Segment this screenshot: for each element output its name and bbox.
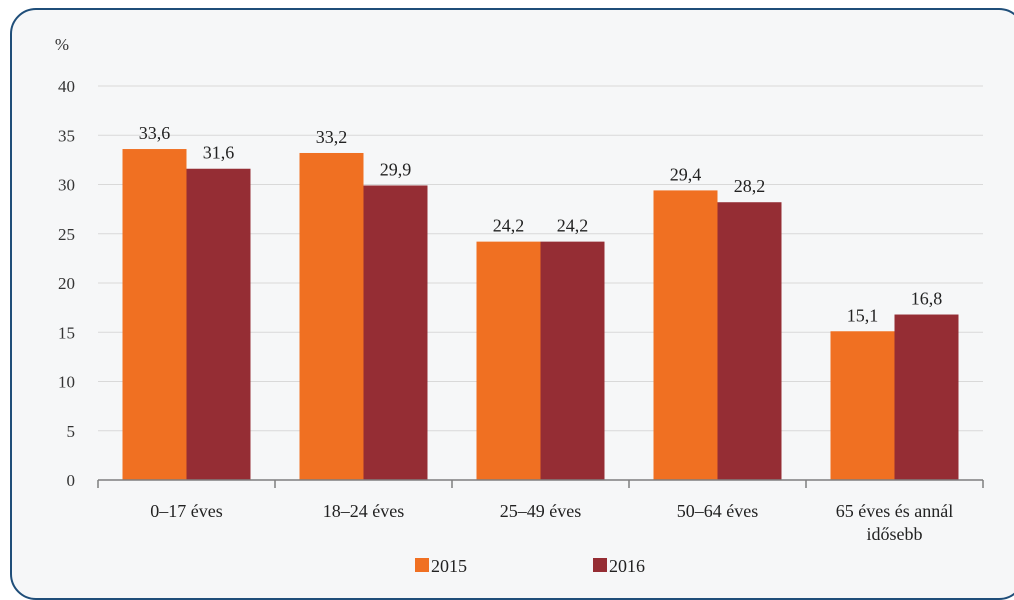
category-label: 25–49 éves [500,501,581,521]
data-label: 15,1 [847,305,879,325]
data-label: 28,2 [734,176,766,196]
category-label: 18–24 éves [323,501,404,521]
legend-label-2016: 2016 [609,556,645,576]
category-label: 50–64 éves [677,501,758,521]
bar-2016 [363,185,428,481]
data-label: 29,9 [380,159,412,179]
bar-2016 [186,168,251,481]
data-label: 29,4 [670,164,702,184]
legend: 2015 2016 [415,556,645,576]
data-label: 24,2 [493,216,525,236]
bar-2015 [830,331,895,480]
data-label: 16,8 [911,289,943,309]
category-label: 0–17 éves [150,501,222,521]
category-label: idősebb [867,524,923,544]
data-label: 31,6 [203,143,235,163]
data-label: 33,2 [316,127,348,147]
category-label: 65 éves és annál [836,501,953,521]
bar-2016 [540,241,605,480]
y-tick-label: 20 [58,274,75,293]
bar-2015 [476,241,541,480]
x-axis: 0–17 éves 18–24 éves 25–49 éves 50–64 éves 6… [97,479,984,544]
y-tick-label: 0 [67,471,76,490]
bar-2015 [299,152,364,481]
y-tick-label: 30 [58,176,75,195]
legend-label-2015: 2015 [431,556,467,576]
y-tick-label: 5 [67,422,76,441]
y-tick-label: 40 [58,77,75,96]
y-tick-label: 15 [58,323,75,342]
bar-2016 [894,314,959,480]
y-tick-label: 35 [58,126,75,145]
y-tick-label: 25 [58,225,75,244]
y-axis: % 0 5 10 15 20 25 30 35 40 [55,35,75,490]
bar-chart: % 0 5 10 15 20 25 30 35 40 33,6 33,2 24,2 29,4 15,1 31… [55,35,984,576]
bar-2015 [653,190,718,480]
bars: 33,6 33,2 24,2 29,4 15,1 31,6 29,9 24,2 28,2 16,8 [122,123,959,481]
bar-2015 [122,149,187,481]
data-label: 33,6 [139,123,171,143]
bar-2016 [717,202,782,481]
legend-swatch-2016 [593,558,607,572]
y-unit-label: % [55,35,69,54]
data-label: 24,2 [557,216,589,236]
y-tick-label: 10 [58,373,75,392]
legend-swatch-2015 [415,558,429,572]
